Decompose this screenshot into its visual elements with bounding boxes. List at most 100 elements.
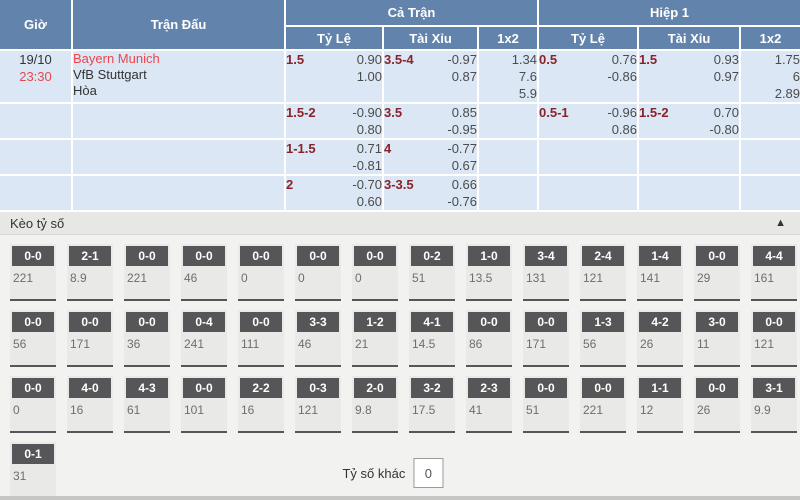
score-tile[interactable]: 0-0 56 — [10, 310, 56, 367]
score-tile[interactable]: 0-1 31 — [10, 442, 56, 499]
score-badge: 0-0 — [696, 246, 738, 266]
score-tile[interactable]: 1-3 56 — [580, 310, 626, 367]
score-tile[interactable]: 2-0 9.8 — [352, 376, 398, 433]
half-1x2-cell — [738, 138, 800, 176]
score-tile[interactable]: 4-4 161 — [751, 244, 797, 301]
odds-value[interactable]: 0.97 — [713, 69, 739, 84]
odds-value[interactable]: -0.86 — [607, 69, 637, 84]
odds-value[interactable]: 0.71 — [356, 141, 382, 156]
score-tile[interactable]: 2-1 8.9 — [67, 244, 113, 301]
score-tile[interactable]: 4-1 14.5 — [409, 310, 455, 367]
score-tile[interactable]: 0-3 121 — [295, 376, 341, 433]
score-tile[interactable]: 0-0 171 — [523, 310, 569, 367]
odds-row: 19/10 23:30 Bayern Munich VfB Stuttgart Hòa 1… — [0, 49, 800, 104]
score-tile[interactable]: 0-0 0 — [238, 244, 284, 301]
score-tile[interactable]: 0-0 0 — [352, 244, 398, 301]
score-tile[interactable]: 1-4 141 — [637, 244, 683, 301]
score-tile[interactable]: 4-2 26 — [637, 310, 683, 367]
col-header-overunder-full: Tài Xỉu — [382, 25, 479, 51]
score-odds-value: 16 — [241, 403, 255, 417]
odds-value[interactable]: 5.9 — [518, 86, 537, 101]
odds-value[interactable]: 0.80 — [356, 122, 382, 137]
score-tile[interactable]: 1-0 13.5 — [466, 244, 512, 301]
score-tile[interactable]: 0-4 241 — [181, 310, 227, 367]
odds-value[interactable]: 0.86 — [611, 122, 637, 137]
match-time-cell — [0, 138, 73, 176]
other-score-input[interactable]: 0 — [413, 458, 444, 488]
score-tile[interactable]: 0-0 221 — [124, 244, 170, 301]
score-tile[interactable]: 0-0 0 — [10, 376, 56, 433]
odds-value[interactable]: 0.70 — [713, 105, 739, 120]
score-tile[interactable]: 3-3 46 — [295, 310, 341, 367]
score-tile[interactable]: 0-0 51 — [523, 376, 569, 433]
odds-value[interactable]: -0.95 — [447, 122, 477, 137]
odds-value[interactable]: 0.85 — [451, 105, 477, 120]
score-tile[interactable]: 0-0 171 — [67, 310, 113, 367]
full-over-under-cell: 3.5 0.85 -0.95 — [382, 102, 479, 140]
score-row: 0-0 56 0-0 171 0-0 36 0-4 241 0-0 111 3-3 46 1-2 21 4-… — [10, 310, 800, 367]
full-1x2-cell — [477, 102, 539, 140]
odds-value[interactable]: 0.87 — [451, 69, 477, 84]
score-tile[interactable]: 0-0 121 — [751, 310, 797, 367]
score-tile[interactable]: 0-0 0 — [295, 244, 341, 301]
score-tile[interactable]: 0-0 101 — [181, 376, 227, 433]
score-tile[interactable]: 0-0 26 — [694, 376, 740, 433]
odds-value[interactable]: 0.76 — [611, 52, 637, 67]
score-badge: 0-0 — [183, 378, 225, 398]
odds-value[interactable]: 1.75 — [774, 52, 800, 67]
odds-value[interactable]: 0.66 — [451, 177, 477, 192]
col-header-handicap-half: Tỷ Lệ — [537, 25, 639, 51]
odds-value[interactable]: -0.90 — [352, 105, 382, 120]
half-over-under-cell — [637, 138, 741, 176]
odds-value[interactable]: 2.89 — [774, 86, 800, 101]
score-tile[interactable]: 3-1 9.9 — [751, 376, 797, 433]
score-tile[interactable]: 1-1 12 — [637, 376, 683, 433]
score-tile[interactable]: 0-0 221 — [10, 244, 56, 301]
odds-value[interactable]: 1.34 — [511, 52, 537, 67]
full-handicap-line: 1.5 — [286, 52, 305, 67]
odds-value[interactable]: -0.96 — [607, 105, 637, 120]
full-1x2-cell — [477, 174, 539, 212]
odds-value[interactable]: -0.76 — [447, 194, 477, 209]
score-tile[interactable]: 2-2 16 — [238, 376, 284, 433]
match-time: 23:30 — [19, 69, 52, 84]
score-tile[interactable]: 4-3 61 — [124, 376, 170, 433]
score-tile[interactable]: 0-2 51 — [409, 244, 455, 301]
score-tile[interactable]: 1-2 21 — [352, 310, 398, 367]
score-tile[interactable]: 2-4 121 — [580, 244, 626, 301]
score-tile[interactable]: 0-0 221 — [580, 376, 626, 433]
odds-value[interactable]: 0.67 — [451, 158, 477, 173]
collapse-icon[interactable]: ▲ — [775, 216, 786, 229]
score-tile[interactable]: 0-0 111 — [238, 310, 284, 367]
odds-value[interactable]: -0.70 — [352, 177, 382, 192]
full-handicap-cell: 1-1.5 0.71 -0.81 — [284, 138, 384, 176]
score-tile[interactable]: 3-2 17.5 — [409, 376, 455, 433]
odds-value[interactable]: -0.77 — [447, 141, 477, 156]
score-tile[interactable]: 0-0 46 — [181, 244, 227, 301]
half-1x2-cell — [738, 174, 800, 212]
odds-value[interactable]: 0.60 — [356, 194, 382, 209]
score-tile[interactable]: 3-4 131 — [523, 244, 569, 301]
score-tile[interactable]: 2-3 41 — [466, 376, 512, 433]
score-tile[interactable]: 0-0 86 — [466, 310, 512, 367]
odds-value[interactable]: 1.00 — [356, 69, 382, 84]
score-tile[interactable]: 0-0 29 — [694, 244, 740, 301]
odds-value[interactable]: 0.93 — [713, 52, 739, 67]
odds-value[interactable]: 7.6 — [518, 69, 537, 84]
score-badge: 0-0 — [525, 378, 567, 398]
score-odds-value: 121 — [754, 337, 775, 351]
odds-value[interactable]: 0.90 — [356, 52, 382, 67]
odds-value[interactable]: -0.80 — [709, 122, 739, 137]
score-tile[interactable]: 0-0 36 — [124, 310, 170, 367]
full-over-under-cell: 4 -0.77 0.67 — [382, 138, 479, 176]
odds-value[interactable]: -0.81 — [352, 158, 382, 173]
odds-value[interactable]: 6 — [792, 69, 800, 84]
score-tile[interactable]: 4-0 16 — [67, 376, 113, 433]
score-tile[interactable]: 3-0 11 — [694, 310, 740, 367]
odds-value[interactable]: -0.97 — [447, 52, 477, 67]
half-over-under-line: 1.5 — [639, 52, 658, 67]
full-over-under-line: 3-3.5 — [384, 177, 414, 192]
match-teams-cell — [71, 102, 286, 140]
full-over-under-line: 3.5-4 — [384, 52, 414, 67]
score-badge: 4-0 — [69, 378, 111, 398]
